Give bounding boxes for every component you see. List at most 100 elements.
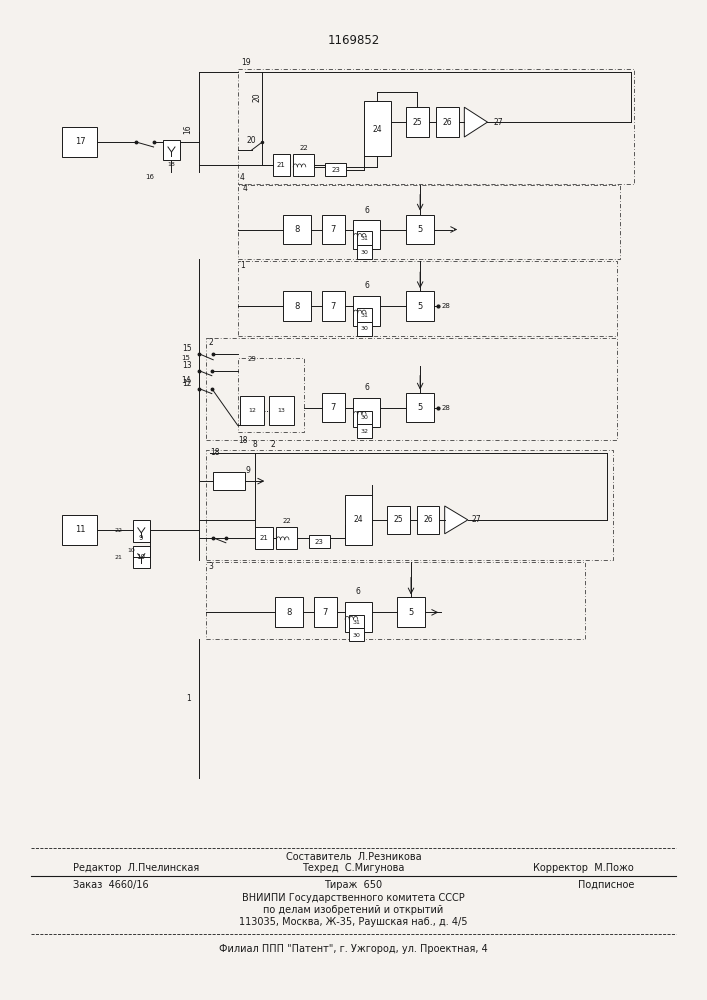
Text: 1: 1: [240, 261, 245, 270]
Text: 10: 10: [136, 554, 146, 560]
Text: 2: 2: [209, 338, 213, 347]
Text: 16: 16: [146, 174, 155, 180]
Text: 15: 15: [181, 355, 190, 361]
Bar: [354, 398, 380, 427]
Text: Заказ  4660/16: Заказ 4660/16: [73, 880, 148, 890]
Text: Техред  С.Мигунова: Техред С.Мигунова: [303, 863, 404, 873]
Text: 18: 18: [238, 436, 247, 445]
Bar: [255, 527, 273, 549]
Text: 6: 6: [364, 206, 369, 215]
Text: 12: 12: [182, 379, 192, 388]
Text: 21: 21: [259, 535, 268, 541]
Text: 5: 5: [409, 608, 414, 617]
Bar: [357, 232, 373, 245]
Bar: [284, 215, 311, 244]
Text: 10: 10: [127, 548, 135, 553]
Text: 21: 21: [277, 162, 286, 168]
Bar: [238, 261, 617, 336]
Bar: [325, 163, 346, 176]
Text: 30: 30: [361, 326, 368, 331]
Bar: [309, 535, 329, 548]
Text: 6: 6: [364, 281, 369, 290]
Bar: [273, 154, 291, 176]
Bar: [387, 506, 409, 534]
Text: 3: 3: [209, 562, 214, 571]
Text: 25: 25: [394, 515, 403, 524]
Text: 24: 24: [354, 515, 363, 524]
Bar: [269, 396, 294, 425]
Text: 27: 27: [493, 118, 503, 127]
Text: 29: 29: [247, 356, 256, 362]
Text: 31: 31: [361, 313, 368, 318]
Bar: [322, 215, 345, 244]
Bar: [397, 597, 425, 627]
Text: 30: 30: [361, 250, 368, 255]
Text: 8: 8: [253, 440, 257, 449]
Bar: [357, 410, 373, 424]
Text: Подписное: Подписное: [578, 880, 634, 890]
Text: 2: 2: [271, 440, 275, 449]
Bar: [345, 495, 372, 545]
Text: 8: 8: [295, 302, 300, 311]
Text: 19: 19: [241, 58, 251, 67]
Text: 16: 16: [183, 124, 192, 134]
Text: 6: 6: [364, 383, 369, 392]
Text: 4: 4: [243, 184, 247, 193]
Text: 17: 17: [75, 137, 86, 146]
Bar: [357, 424, 373, 438]
Bar: [349, 628, 364, 641]
Text: 13: 13: [277, 408, 285, 413]
Text: 30: 30: [352, 633, 361, 638]
Bar: [240, 396, 264, 425]
Bar: [238, 185, 620, 259]
Bar: [406, 107, 428, 137]
Text: 4: 4: [240, 173, 245, 182]
Text: 25: 25: [412, 118, 422, 127]
Text: 26: 26: [423, 515, 433, 524]
Text: 28: 28: [441, 405, 450, 411]
Text: Филиал ППП "Патент", г. Ужгород, ул. Проектная, 4: Филиал ППП "Патент", г. Ужгород, ул. Про…: [219, 944, 488, 954]
Text: 18: 18: [210, 448, 219, 457]
Text: 15: 15: [182, 344, 192, 353]
Text: 22: 22: [114, 528, 122, 533]
Text: Редактор  Л.Пчелинская: Редактор Л.Пчелинская: [73, 863, 199, 873]
Bar: [354, 220, 380, 249]
Text: 113035, Москва, Ж-35, Раушская наб., д. 4/5: 113035, Москва, Ж-35, Раушская наб., д. …: [239, 917, 468, 927]
Text: 7: 7: [330, 302, 336, 311]
Bar: [206, 338, 617, 440]
Text: 23: 23: [332, 167, 340, 173]
Bar: [62, 515, 98, 545]
Text: Составитель  Л.Резникова: Составитель Л.Резникова: [286, 852, 421, 862]
Bar: [357, 322, 373, 336]
Text: 13: 13: [182, 361, 192, 370]
Bar: [132, 520, 150, 542]
Text: 30: 30: [361, 415, 368, 420]
Bar: [322, 291, 345, 321]
Bar: [293, 154, 314, 176]
Bar: [238, 69, 634, 184]
Bar: [354, 296, 380, 326]
Bar: [416, 506, 439, 534]
Bar: [349, 615, 364, 628]
Bar: [436, 107, 459, 137]
Text: 14: 14: [181, 376, 191, 385]
Bar: [357, 245, 373, 259]
Text: 11: 11: [75, 525, 85, 534]
Bar: [163, 140, 180, 160]
Bar: [406, 393, 434, 422]
Bar: [406, 215, 434, 244]
Bar: [276, 527, 298, 549]
Bar: [284, 291, 311, 321]
Bar: [322, 393, 345, 422]
Bar: [313, 597, 337, 627]
Bar: [345, 602, 372, 632]
Text: 23: 23: [315, 539, 324, 545]
Text: 1: 1: [186, 694, 191, 703]
Bar: [406, 291, 434, 321]
Bar: [214, 472, 245, 490]
Bar: [132, 546, 150, 568]
Text: 8: 8: [286, 608, 292, 617]
Text: 7: 7: [322, 608, 327, 617]
Text: 22: 22: [283, 518, 291, 524]
Text: 7: 7: [330, 403, 336, 412]
